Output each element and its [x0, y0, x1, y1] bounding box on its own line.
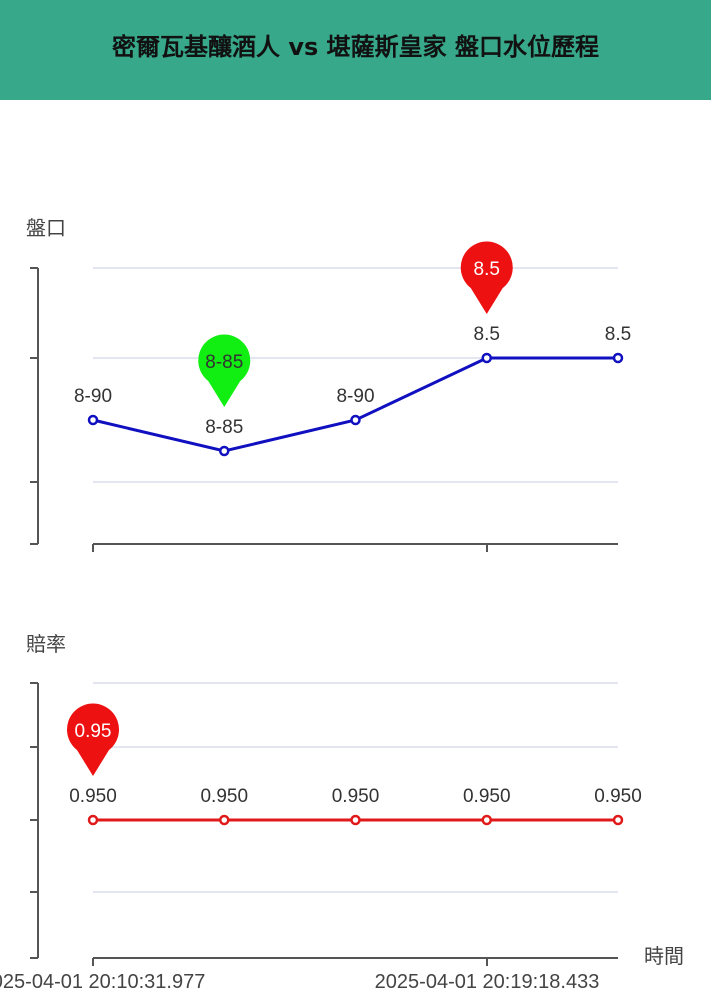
handicap-gridlines: [93, 267, 618, 483]
data-point: [219, 814, 230, 826]
marker-pin: 8.5: [460, 241, 513, 314]
data-point: [350, 814, 361, 826]
data-label: 0.950: [200, 786, 248, 807]
marker-label: 0.95: [75, 721, 112, 742]
odds-chart: 賠率 時間 2025-04-01 20:10:31.977 2025-04-01…: [0, 633, 684, 993]
data-point: [350, 414, 361, 426]
data-point: [87, 814, 99, 826]
odds-markers: 0.95: [67, 703, 119, 776]
data-label: 0.950: [69, 786, 117, 807]
x-tick-label: 2025-04-01 20:10:31.977: [0, 971, 205, 993]
data-label: 0.950: [332, 786, 380, 807]
data-label: 8-90: [74, 386, 112, 407]
header-bar: 密爾瓦基釀酒人 vs 堪薩斯皇家 盤口水位歷程: [0, 0, 711, 100]
data-point: [612, 352, 624, 364]
data-label: 8-90: [336, 386, 374, 407]
odds-points: 0.950 0.950 0.950 0.950 0.950: [69, 786, 642, 826]
handicap-ylabel: 盤口: [26, 217, 66, 240]
handicap-y-axis: [30, 267, 39, 545]
data-label: 8.5: [605, 324, 631, 345]
x-tick-label: 2025-04-01 20:19:18.433: [375, 971, 600, 993]
handicap-points: 8-90 8-85 8-90 8.5 8.5: [74, 324, 631, 457]
data-label: 8-85: [205, 417, 243, 438]
marker-label: 8-85: [205, 352, 243, 373]
handicap-markers: 8-85 8.5: [198, 241, 513, 407]
marker-pin-shape: [198, 334, 251, 407]
data-label: 8.5: [474, 324, 500, 345]
data-point: [481, 814, 492, 826]
odds-x-axis: [92, 957, 618, 966]
data-point: [87, 414, 99, 426]
data-label: 0.950: [594, 786, 642, 807]
handicap-chart: 盤口 8-90 8-85 8-90 8.5 8.5 8-85 8.5: [26, 217, 631, 552]
odds-gridlines: [93, 682, 618, 893]
odds-ylabel: 賠率: [26, 633, 66, 656]
marker-pin: 0.95: [67, 703, 119, 776]
odds-xlabel: 時間: [644, 945, 684, 968]
marker-pin: 8-85: [198, 334, 251, 407]
handicap-x-axis: [92, 543, 618, 552]
data-point: [481, 352, 492, 364]
odds-y-axis: [30, 682, 39, 959]
marker-label: 8.5: [474, 259, 500, 280]
marker-pin-shape: [67, 703, 119, 776]
data-point: [612, 814, 624, 826]
data-point: [219, 445, 230, 457]
page-title: 密爾瓦基釀酒人 vs 堪薩斯皇家 盤口水位歷程: [112, 32, 599, 61]
marker-pin-shape: [460, 241, 513, 314]
data-label: 0.950: [463, 786, 511, 807]
